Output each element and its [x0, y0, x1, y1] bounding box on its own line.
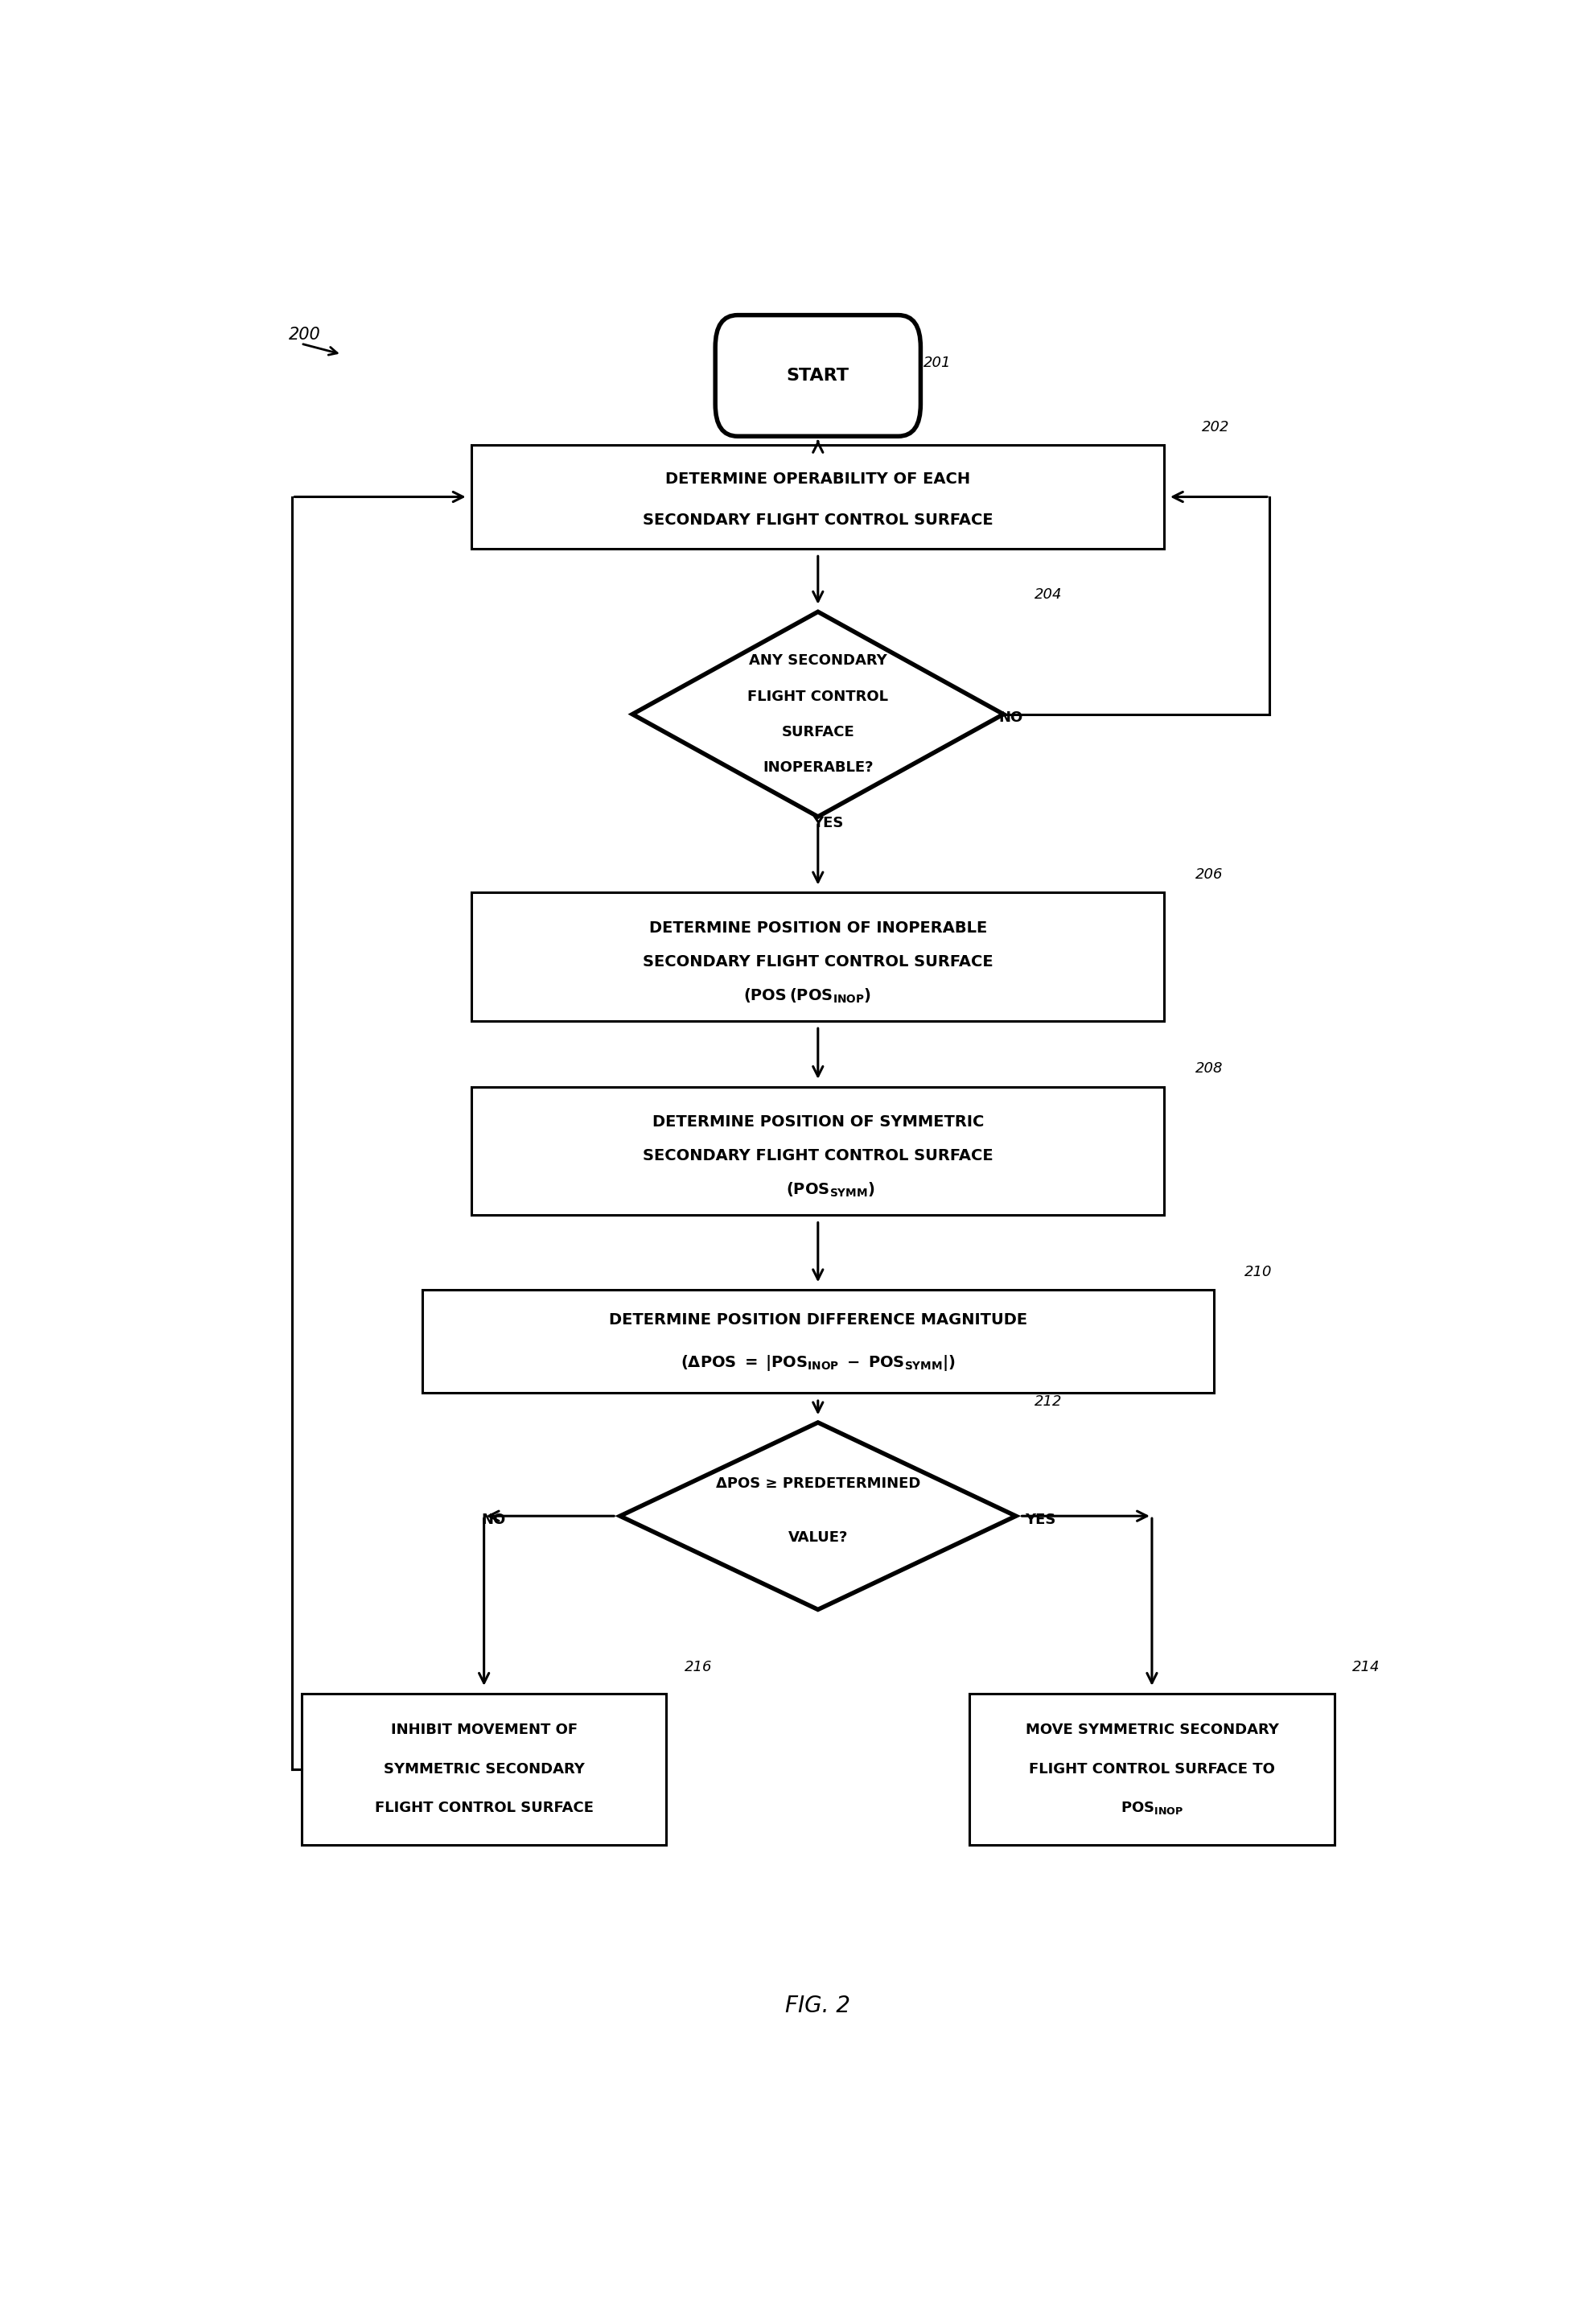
- Text: NO: NO: [999, 710, 1023, 724]
- Text: VALUE?: VALUE?: [788, 1530, 847, 1546]
- FancyBboxPatch shape: [472, 893, 1165, 1020]
- Text: ANY SECONDARY: ANY SECONDARY: [749, 653, 887, 669]
- Text: (POS: (POS: [744, 988, 787, 1004]
- Text: DETERMINE OPERABILITY OF EACH: DETERMINE OPERABILITY OF EACH: [666, 472, 970, 486]
- Text: DETERMINE POSITION OF SYMMETRIC: DETERMINE POSITION OF SYMMETRIC: [653, 1115, 983, 1129]
- Text: FIG. 2: FIG. 2: [785, 1995, 851, 2018]
- Text: MOVE SYMMETRIC SECONDARY: MOVE SYMMETRIC SECONDARY: [1025, 1722, 1278, 1738]
- Text: 201: 201: [922, 356, 951, 370]
- Text: 214: 214: [1352, 1659, 1381, 1675]
- FancyBboxPatch shape: [472, 444, 1165, 548]
- Text: 204: 204: [1034, 588, 1063, 602]
- Text: SYMMETRIC SECONDARY: SYMMETRIC SECONDARY: [383, 1761, 584, 1777]
- Text: FLIGHT CONTROL: FLIGHT CONTROL: [747, 690, 889, 703]
- Text: 212: 212: [1034, 1395, 1063, 1409]
- Text: SECONDARY FLIGHT CONTROL SURFACE: SECONDARY FLIGHT CONTROL SURFACE: [643, 1148, 993, 1164]
- Text: YES: YES: [1025, 1513, 1057, 1527]
- Text: INHIBIT MOVEMENT OF: INHIBIT MOVEMENT OF: [391, 1722, 578, 1738]
- Text: FLIGHT CONTROL SURFACE TO: FLIGHT CONTROL SURFACE TO: [1029, 1761, 1275, 1777]
- Text: START: START: [787, 368, 849, 384]
- Text: $\mathbf{POS_{INOP}}$: $\mathbf{POS_{INOP}}$: [1120, 1800, 1183, 1816]
- Text: 206: 206: [1195, 868, 1223, 882]
- Text: SURFACE: SURFACE: [782, 724, 854, 738]
- Polygon shape: [619, 1423, 1017, 1611]
- FancyBboxPatch shape: [969, 1694, 1334, 1844]
- Text: NO: NO: [482, 1513, 506, 1527]
- FancyBboxPatch shape: [302, 1694, 667, 1844]
- Polygon shape: [632, 611, 1004, 817]
- Text: YES: YES: [812, 815, 843, 831]
- Text: ΔPOS ≥ PREDETERMINED: ΔPOS ≥ PREDETERMINED: [715, 1476, 921, 1490]
- Text: SECONDARY FLIGHT CONTROL SURFACE: SECONDARY FLIGHT CONTROL SURFACE: [643, 953, 993, 970]
- Text: FLIGHT CONTROL SURFACE: FLIGHT CONTROL SURFACE: [375, 1800, 594, 1816]
- Text: 210: 210: [1245, 1263, 1272, 1280]
- FancyBboxPatch shape: [472, 1088, 1165, 1215]
- Text: DETERMINE POSITION OF INOPERABLE: DETERMINE POSITION OF INOPERABLE: [650, 921, 986, 935]
- Text: INOPERABLE?: INOPERABLE?: [763, 761, 873, 775]
- FancyBboxPatch shape: [715, 315, 921, 437]
- Text: $\mathbf{(POS_{INOP})}$: $\mathbf{(POS_{INOP})}$: [790, 986, 871, 1004]
- Text: $\mathbf{(POS_{SYMM})}$: $\mathbf{(POS_{SYMM})}$: [785, 1180, 875, 1199]
- Text: $\mathbf{(\Delta POS\ =\ |POS_{INOP}\ -\ POS_{SYMM}|)}$: $\mathbf{(\Delta POS\ =\ |POS_{INOP}\ -\…: [680, 1354, 956, 1372]
- Text: SECONDARY FLIGHT CONTROL SURFACE: SECONDARY FLIGHT CONTROL SURFACE: [643, 511, 993, 528]
- Text: 208: 208: [1195, 1062, 1223, 1076]
- Text: 216: 216: [685, 1659, 712, 1675]
- Text: 202: 202: [1202, 421, 1229, 435]
- FancyBboxPatch shape: [421, 1289, 1215, 1393]
- Text: 200: 200: [289, 326, 321, 342]
- Text: DETERMINE POSITION DIFFERENCE MAGNITUDE: DETERMINE POSITION DIFFERENCE MAGNITUDE: [608, 1312, 1028, 1328]
